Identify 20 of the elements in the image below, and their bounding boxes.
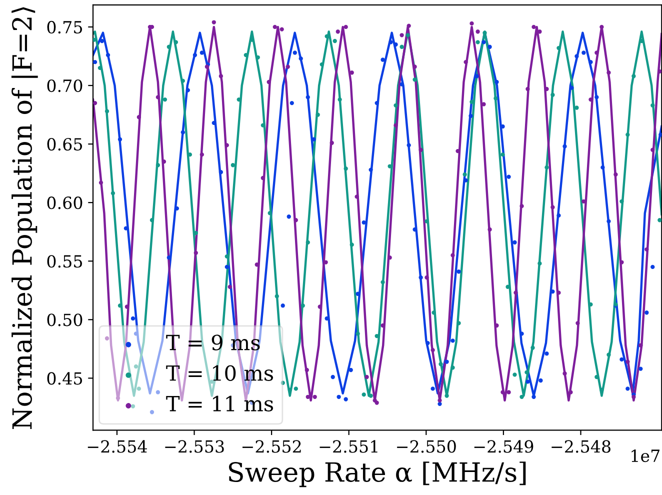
text: 1e7 <box>632 449 660 462</box>
x-tick-label: −2.549 <box>474 440 534 453</box>
y-tick-label: 0.65 <box>47 138 82 151</box>
x-tick-label: −2.548 <box>552 440 610 453</box>
x-tick-label: −2.551 <box>320 440 378 453</box>
x-tick-label: −2.554 <box>88 440 147 453</box>
legend-label: T = 11 ms <box>166 396 274 412</box>
y-axis-title: Normalized Population of |F=2⟩ <box>11 7 38 429</box>
legend-label: T = 10 ms <box>166 365 274 381</box>
y-tick-label: 0.55 <box>47 255 82 268</box>
x-tick-label: −2.552 <box>242 440 301 453</box>
y-tick-label: 0.45 <box>47 372 82 385</box>
x-axis-title: Sweep Rate α [MHz/s] <box>228 462 526 488</box>
y-tick-label: 0.70 <box>47 79 82 92</box>
legend-label: T = 9 ms <box>166 334 260 350</box>
y-tick-label: 0.50 <box>47 314 82 326</box>
x-tick-label: −2.553 <box>165 440 224 453</box>
y-tick-label: 0.60 <box>47 196 82 210</box>
x-tick-label: −2.550 <box>397 440 456 453</box>
y-tick-label: 0.75 <box>47 20 82 34</box>
